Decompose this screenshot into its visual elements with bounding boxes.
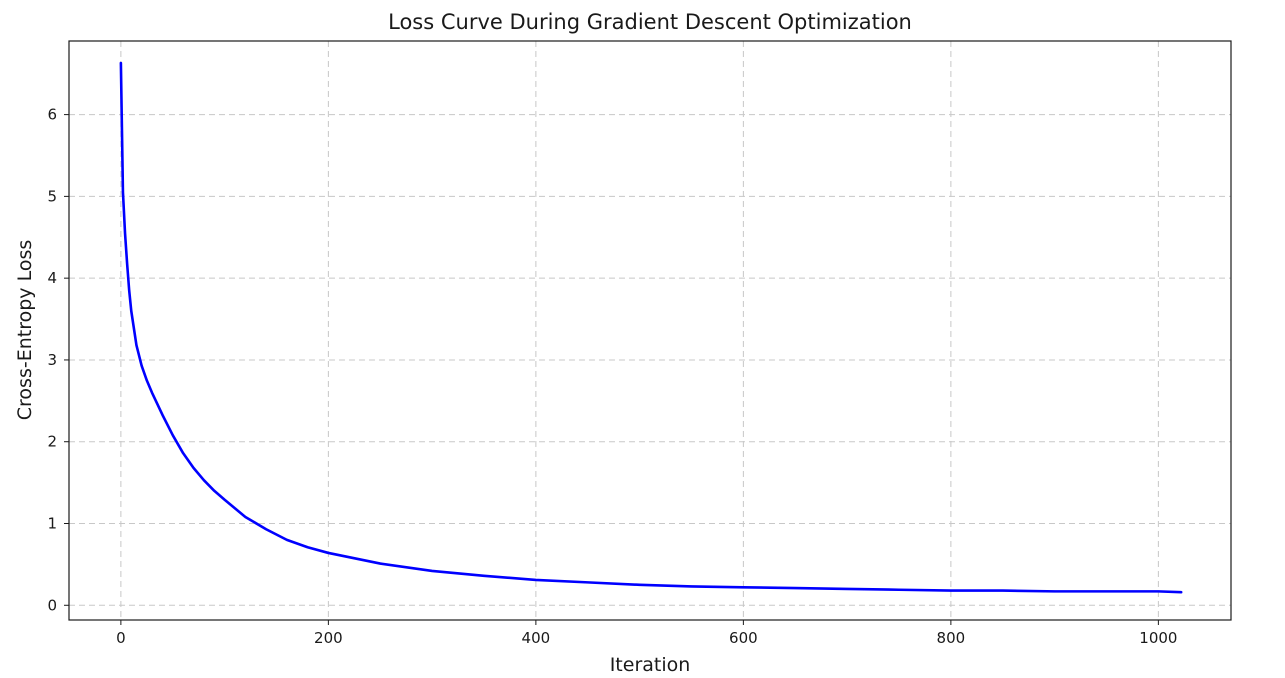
x-tick-label: 1000	[1139, 629, 1177, 647]
loss-series-line	[119, 61, 1183, 594]
y-axis-ticks: 0 1 2 3 4 5 6	[47, 106, 69, 614]
y-tick-label: 0	[47, 596, 57, 614]
grid	[69, 41, 1231, 620]
x-axis-ticks: 0 200 400 600 800 1000	[116, 620, 1177, 647]
x-axis-label: Iteration	[610, 654, 691, 676]
x-tick-label: 800	[937, 629, 966, 647]
x-tick-label: 200	[314, 629, 343, 647]
x-tick-label: 0	[116, 629, 126, 647]
x-tick-label: 600	[729, 629, 758, 647]
y-tick-label: 6	[47, 106, 57, 124]
y-tick-label: 5	[47, 187, 57, 205]
x-tick-label: 400	[522, 629, 551, 647]
y-tick-label: 3	[47, 351, 57, 369]
plot-area-frame	[68, 40, 1232, 621]
chart-title: Loss Curve During Gradient Descent Optim…	[388, 10, 912, 34]
y-axis-label: Cross-Entropy Loss	[14, 240, 36, 420]
y-tick-label: 1	[47, 515, 57, 533]
y-tick-label: 2	[47, 433, 57, 451]
y-tick-label: 4	[47, 269, 57, 287]
